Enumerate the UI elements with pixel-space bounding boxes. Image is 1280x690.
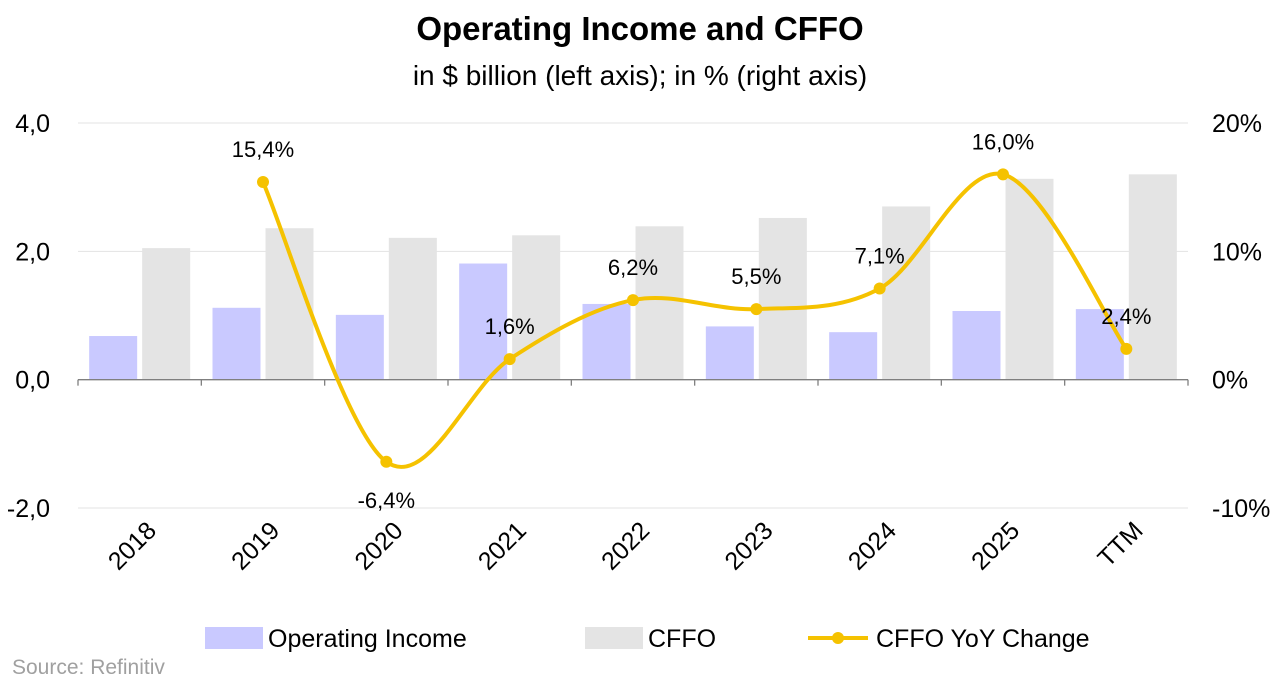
data-label-cffo-yoy: 5,5% [731,264,781,289]
chart-subtitle: in $ billion (left axis); in % (right ax… [412,60,868,91]
data-label-cffo-yoy: 1,6% [485,314,535,339]
data-label-cffo-yoy: 16,0% [972,129,1034,154]
y-left-tick-label: 2,0 [15,238,50,266]
x-tick-label: 2019 [226,516,285,575]
point-cffo-yoy [503,353,516,366]
legend-label-cffo: CFFO [648,625,716,653]
bar-operating-income [89,336,138,380]
legend-label-operating-income: Operating Income [268,625,467,653]
x-tick-label: 2023 [719,516,778,575]
point-cffo-yoy [257,176,269,189]
data-label-cffo-yoy: 15,4% [232,137,294,162]
point-cffo-yoy [627,294,639,307]
y-right-tick-label: -10% [1212,495,1270,523]
legend-label-cffo-yoy: CFFO YoY Change [876,625,1090,653]
bar-operating-income [705,326,754,380]
x-tick-label: 2024 [843,516,902,575]
x-tick-label: 2018 [103,516,162,575]
y-left-tick-label: 0,0 [15,367,50,395]
bar-cffo [758,217,807,380]
bar-operating-income [335,314,384,380]
point-cffo-yoy [1120,342,1133,355]
bar-cffo [142,248,191,380]
bar-cffo [1005,178,1054,380]
y-left-tick-label: -2,0 [7,495,50,523]
bar-cffo [512,235,561,380]
point-cffo-yoy [873,282,886,295]
bar-cffo [388,237,437,380]
bar-cffo [882,206,931,380]
bar-operating-income [1075,309,1124,380]
bar-operating-income [459,263,508,380]
data-label-cffo-yoy: 6,2% [608,255,658,280]
source-note: Source: Refinitiv [12,656,165,679]
bar-cffo [635,226,684,380]
bar-operating-income [582,303,631,380]
point-cffo-yoy [750,303,763,316]
legend-swatch-operating-income [205,627,263,649]
point-cffo-yoy [997,168,1009,181]
legend-swatch-cffo [585,627,643,649]
y-left-tick-label: 4,0 [15,110,50,138]
data-label-cffo-yoy: 7,1% [855,244,905,269]
data-label-cffo-yoy: 2,4% [1101,304,1151,329]
x-tick-label: 2020 [349,516,408,575]
y-right-tick-label: 0% [1212,367,1248,395]
x-tick-label: 2025 [966,516,1025,575]
x-tick-label: 2021 [473,516,532,575]
point-cffo-yoy [380,455,393,468]
y-right-tick-label: 10% [1212,238,1262,266]
legend-marker-cffo-yoy [832,632,844,644]
data-label-cffo-yoy: -6,4% [358,488,415,513]
bar-operating-income [829,332,878,380]
bar-operating-income [952,311,1001,380]
x-tick-label: 2022 [596,516,655,575]
bar-cffo [1128,174,1177,380]
bar-operating-income [212,307,261,380]
y-right-tick-label: 20% [1212,110,1262,138]
chart-title: Operating Income and CFFO [416,10,864,47]
x-tick-label: TTM [1092,516,1148,572]
